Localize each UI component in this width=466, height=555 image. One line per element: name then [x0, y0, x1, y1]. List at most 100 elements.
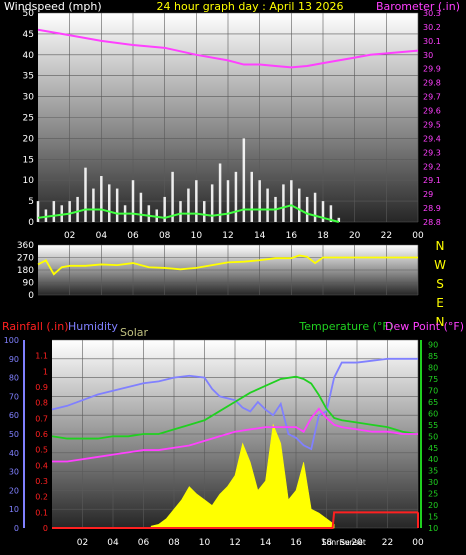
temperature-y-tick: 75: [428, 375, 438, 384]
wind-y-right-tick: 30.3: [423, 9, 441, 18]
temperature-y-tick: 80: [428, 364, 438, 373]
temperature-y-tick: 90: [428, 341, 438, 350]
weather-x-tick: 00: [412, 538, 424, 548]
wind-x-tick: 06: [127, 231, 139, 241]
wind-y-right-tick: 30.2: [423, 23, 441, 32]
temperature-y-tick: 70: [428, 386, 438, 395]
direction-y-tick: 0: [28, 291, 34, 301]
compass-label: N: [436, 315, 445, 329]
wind-x-tick: 14: [254, 231, 266, 241]
rainfall-y-tick: 0: [43, 524, 48, 533]
page-title: 24 hour graph day : April 13 2026: [157, 0, 344, 13]
rainfall-y-tick: 0.1: [35, 508, 48, 517]
rainfall-y-tick: 0.6: [35, 430, 48, 439]
solar-area: [150, 423, 335, 529]
wind-y-left-tick: 20: [23, 134, 35, 144]
wind-y-left-tick: 45: [23, 30, 34, 40]
compass-label: S: [436, 277, 444, 291]
rainfall-y-tick: 0.9: [35, 383, 48, 392]
rainfall-y-tick: 0.3: [35, 477, 48, 486]
wind-y-left-tick: 10: [23, 176, 35, 186]
temperature-y-tick: 15: [428, 513, 438, 522]
direction-y-tick: 180: [17, 266, 34, 276]
rainfall-y-tick: 0.5: [35, 446, 48, 455]
temperature-y-tick: 20: [428, 501, 438, 510]
wind-y-right-tick: 28.8: [423, 218, 441, 227]
weather-x-tick: 12: [229, 538, 240, 548]
wind-x-tick: 22: [381, 231, 392, 241]
wind-y-left-tick: 5: [28, 197, 34, 207]
dewpoint-title: Dew Point (°F): [385, 320, 464, 333]
rainfall-y-tick: 0.8: [35, 399, 48, 408]
wind-y-right-tick: 29.1: [423, 176, 441, 185]
wind-y-right-tick: 29.4: [423, 134, 441, 143]
temperature-y-tick: 85: [428, 352, 438, 361]
wind-y-right-tick: 30.1: [423, 37, 441, 46]
humidity-y-tick: 100: [4, 336, 19, 345]
sunrise-label: Sunrise: [322, 538, 350, 547]
sunset-label: Sunset: [340, 538, 366, 547]
weather-x-tick: 20: [351, 538, 363, 548]
humidity-y-tick: 60: [9, 411, 19, 420]
wind-x-tick: 10: [191, 231, 203, 241]
rainfall-y-tick: 0.4: [35, 461, 48, 470]
humidity-y-tick: 90: [9, 355, 19, 364]
weather-x-tick: 04: [107, 538, 119, 548]
rainfall-y-tick: 0.2: [35, 493, 48, 502]
wind-average-line: [37, 204, 340, 223]
temperature-y-tick: 40: [428, 455, 438, 464]
wind-y-left-tick: 50: [23, 9, 35, 19]
wind-y-left-tick: 0: [28, 218, 34, 228]
wind-y-right-tick: 29.5: [423, 120, 441, 129]
humidity-line: [51, 357, 418, 451]
wind-y-left-tick: 35: [23, 72, 34, 82]
wind-y-right-tick: 29: [423, 190, 433, 199]
dewpoint-line: [52, 407, 418, 463]
temperature-y-tick: 25: [428, 490, 438, 499]
wind-barometer-line: [37, 28, 419, 69]
humidity-y-tick: 20: [9, 486, 19, 495]
humidity-y-tick: 30: [9, 468, 19, 477]
wind-x-tick: 08: [159, 231, 171, 241]
wind-x-tick: 16: [286, 231, 298, 241]
temperature-title: Temperature (°F): [298, 320, 393, 333]
wind-chart: 0 5 10 15 20 25 30 35 40 45 50 28.8 28.9 29 29.1 29.2 2…: [23, 9, 441, 241]
humidity-y-tick: 40: [9, 449, 19, 458]
wind-right-title: Barometer (.in): [376, 0, 460, 13]
weather-x-tick: 16: [290, 538, 302, 548]
wind-left-title: Windspeed (mph): [4, 0, 102, 13]
wind-y-right-tick: 30: [423, 51, 433, 60]
wind-y-right-tick: 29.3: [423, 148, 441, 157]
compass-label: N: [436, 239, 445, 253]
temperature-y-tick: 60: [428, 409, 438, 418]
wind-y-left-tick: 25: [23, 114, 34, 124]
direction-line: [37, 254, 418, 276]
wind-y-right-tick: 29.6: [423, 107, 441, 116]
temperature-y-tick: 35: [428, 467, 438, 476]
rainfall-title: Rainfall (.in): [2, 320, 69, 333]
compass-label: E: [436, 296, 444, 310]
wind-y-left-tick: 15: [23, 155, 34, 165]
direction-y-tick: 360: [17, 241, 34, 251]
weather-x-tick: 18: [321, 538, 333, 548]
weather-x-tick: 06: [138, 538, 150, 548]
direction-y-tick: 90: [23, 279, 35, 289]
wind-y-right-tick: 29.7: [423, 93, 441, 102]
temperature-y-tick: 55: [428, 421, 438, 430]
compass-label: W: [434, 258, 446, 272]
humidity-y-tick: 10: [9, 505, 19, 514]
wind-x-tick: 00: [412, 231, 424, 241]
wind-x-tick: 02: [64, 231, 75, 241]
wind-y-left-tick: 30: [23, 93, 35, 103]
temperature-y-tick: 10: [428, 524, 438, 533]
rainfall-y-tick: 0.7: [35, 414, 48, 423]
humidity-y-tick: 0: [14, 524, 19, 533]
humidity-y-tick: 70: [9, 392, 19, 401]
wind-y-right-tick: 29.9: [423, 65, 441, 74]
humidity-y-tick: 50: [9, 430, 19, 439]
weather-chart: 0 10 20 30 40 50 60 70 80 90 100 0 0.1 0.2 0.3 0.4 0.5 0…: [4, 336, 438, 548]
wind-x-tick: 04: [96, 231, 108, 241]
wind-x-tick: 12: [222, 231, 233, 241]
weather-x-tick: 02: [77, 538, 88, 548]
